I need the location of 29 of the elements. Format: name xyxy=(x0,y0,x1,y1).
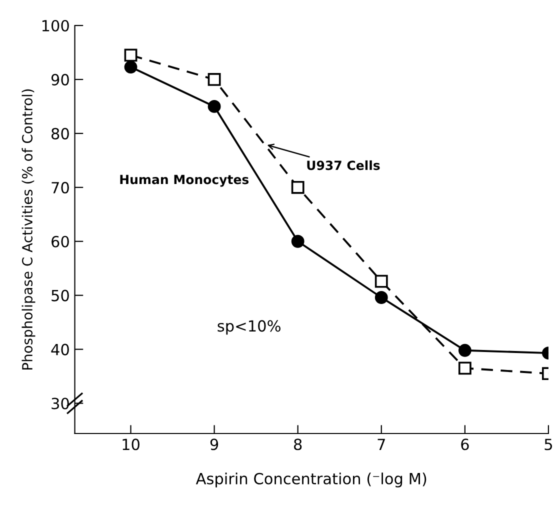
x-tick-label: 7 xyxy=(378,438,385,450)
y-tick-label: 60 xyxy=(52,236,69,248)
x-tick-label: 8 xyxy=(294,438,302,450)
point xyxy=(124,48,138,62)
x-axis-title: Aspirin Concentration (⁻log M) xyxy=(196,472,426,488)
point xyxy=(208,100,221,113)
series-label: U937 Cells xyxy=(307,160,380,170)
y-axis-title: Phospholipase C Activities (% of Control) xyxy=(22,89,36,370)
y-tick-label: 30 xyxy=(52,398,69,410)
point xyxy=(374,274,388,288)
annotation: sp<10% xyxy=(218,320,280,335)
y-tick-label: 90 xyxy=(51,74,69,86)
y-tick-label: 50 xyxy=(52,290,69,302)
x-tick-label: 10 xyxy=(122,438,140,450)
x-tick-label: 6 xyxy=(461,438,469,450)
point xyxy=(291,180,304,194)
point xyxy=(208,73,221,86)
y-tick-label: 70 xyxy=(52,182,69,194)
point xyxy=(458,344,472,357)
point xyxy=(124,60,138,74)
point xyxy=(458,362,472,375)
series-label: Human Monocytes xyxy=(120,174,249,187)
y-tick-label: 40 xyxy=(51,344,69,356)
point xyxy=(291,234,304,248)
y-tick-label: 100 xyxy=(42,20,69,32)
x-tick-label: 9 xyxy=(210,438,218,450)
point xyxy=(374,291,388,304)
x-tick-label: 5 xyxy=(544,438,552,450)
y-tick-label: 80 xyxy=(52,128,69,140)
